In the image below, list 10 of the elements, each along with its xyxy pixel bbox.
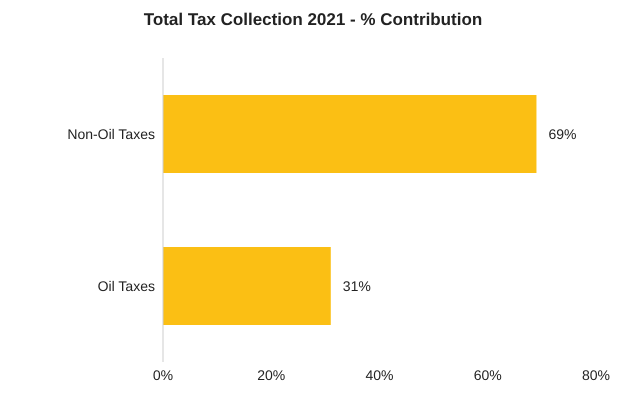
data-label: 31% <box>342 278 371 294</box>
y-tick-label: Non-Oil Taxes <box>67 126 155 142</box>
y-tick-label: Oil Taxes <box>98 278 155 294</box>
x-tick-label: 40% <box>365 366 394 383</box>
chart-title: Total Tax Collection 2021 - % Contribution <box>142 10 484 30</box>
x-tick-label: 20% <box>257 366 286 383</box>
x-tick-label: 60% <box>474 366 502 383</box>
data-label: 69% <box>548 126 576 142</box>
x-tick-label: 0% <box>152 366 174 383</box>
x-tick-label: 80% <box>582 366 610 383</box>
